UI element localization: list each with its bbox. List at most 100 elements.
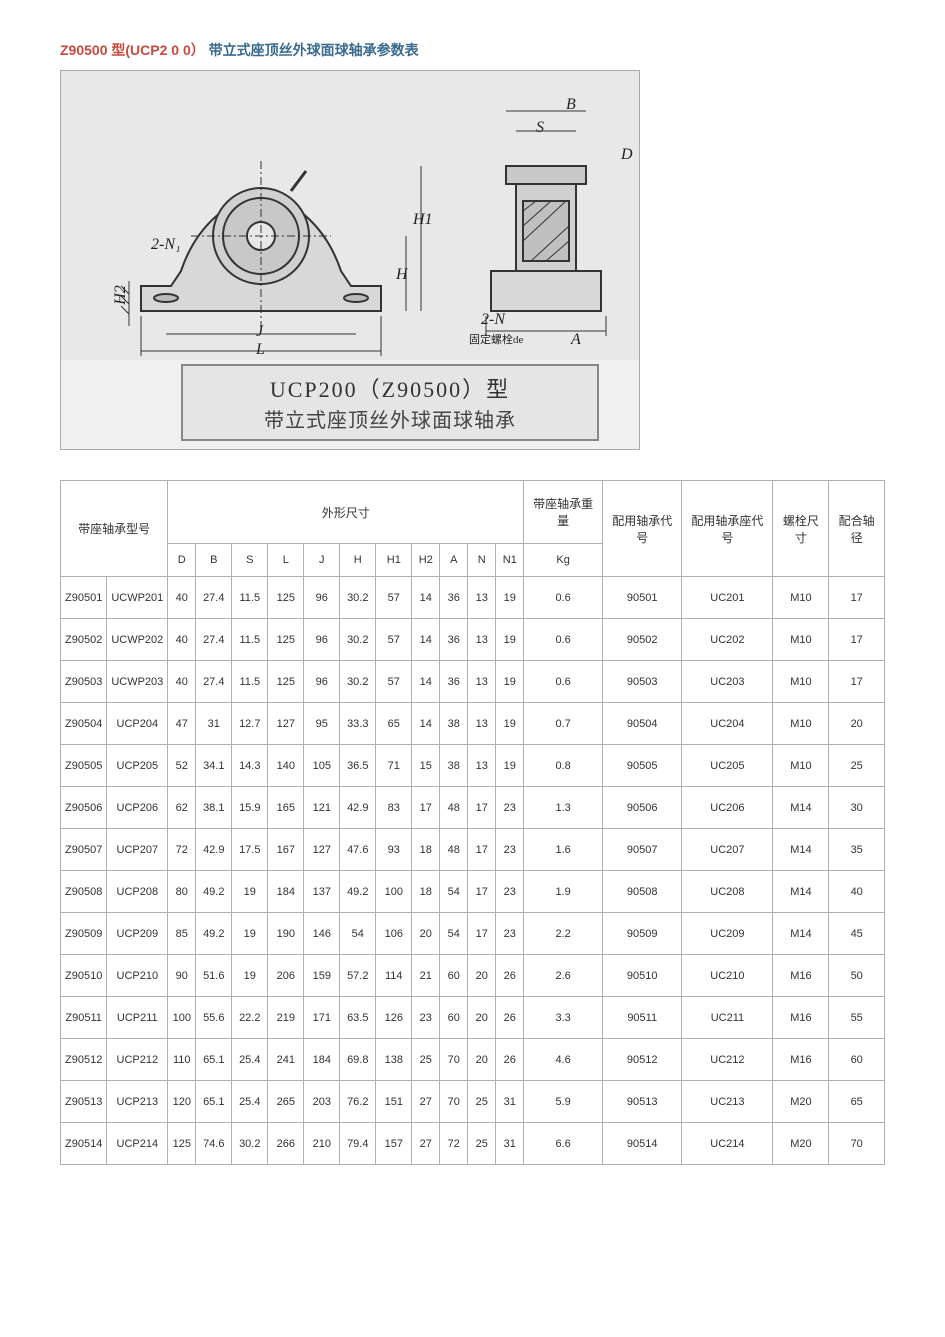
table-cell: 95 [304, 703, 340, 745]
table-cell: 15.9 [232, 787, 268, 829]
table-cell: M20 [773, 1123, 829, 1165]
table-cell: Z90510 [61, 955, 107, 997]
table-cell: 140 [268, 745, 304, 787]
table-cell: 36 [440, 577, 468, 619]
spec-table: 带座轴承型号 外形尺寸 带座轴承重量 配用轴承代号 配用轴承座代号 螺栓尺寸 配… [60, 480, 885, 1165]
table-cell: Z90514 [61, 1123, 107, 1165]
table-cell: 45 [829, 913, 885, 955]
hdr-D: D [168, 544, 196, 577]
table-cell: M10 [773, 745, 829, 787]
table-cell: UCP213 [107, 1081, 168, 1123]
table-cell: 241 [268, 1039, 304, 1081]
table-cell: 93 [376, 829, 412, 871]
table-cell: 42.9 [196, 829, 232, 871]
table-cell: 17 [468, 871, 496, 913]
table-cell: Z90505 [61, 745, 107, 787]
table-cell: 31 [196, 703, 232, 745]
table-cell: 40 [168, 577, 196, 619]
hdr-Hd: H [340, 544, 376, 577]
table-cell: 50 [829, 955, 885, 997]
table-cell: 11.5 [232, 661, 268, 703]
table-cell: 27.4 [196, 619, 232, 661]
dim-2N: 2-N [481, 311, 505, 329]
table-cell: 20 [829, 703, 885, 745]
table-cell: 184 [304, 1039, 340, 1081]
table-cell: 13 [468, 745, 496, 787]
table-cell: 30.2 [340, 661, 376, 703]
table-cell: UC203 [682, 661, 773, 703]
table-cell: 127 [304, 829, 340, 871]
table-cell: M16 [773, 955, 829, 997]
table-cell: M16 [773, 997, 829, 1039]
hdr-Kg: Kg [524, 544, 603, 577]
hdr-bearing-code: 配用轴承代号 [603, 481, 682, 577]
table-cell: 138 [376, 1039, 412, 1081]
table-cell: 25.4 [232, 1039, 268, 1081]
hdr-A: A [440, 544, 468, 577]
hdr-bolt-size: 螺栓尺寸 [773, 481, 829, 577]
hdr-weight: 带座轴承重量 [524, 481, 603, 544]
table-cell: 0.6 [524, 577, 603, 619]
hdr-shaft-dia: 配合轴径 [829, 481, 885, 577]
dim-H1: H1 [413, 211, 433, 229]
caption-line1: UCP200（Z90500）型 [203, 372, 577, 404]
dim-D: D [621, 146, 633, 164]
table-cell: 79.4 [340, 1123, 376, 1165]
table-cell: Z90512 [61, 1039, 107, 1081]
table-cell: UCP214 [107, 1123, 168, 1165]
table-cell: 90511 [603, 997, 682, 1039]
table-cell: 206 [268, 955, 304, 997]
table-cell: 90513 [603, 1081, 682, 1123]
table-cell: 72 [168, 829, 196, 871]
table-cell: 48 [440, 787, 468, 829]
table-cell: 42.9 [340, 787, 376, 829]
table-cell: UCP212 [107, 1039, 168, 1081]
table-cell: 34.1 [196, 745, 232, 787]
table-cell: UCWP203 [107, 661, 168, 703]
table-cell: 47.6 [340, 829, 376, 871]
table-cell: 54 [440, 913, 468, 955]
table-cell: 17 [468, 787, 496, 829]
table-cell: 90512 [603, 1039, 682, 1081]
table-cell: 52 [168, 745, 196, 787]
table-cell: 146 [304, 913, 340, 955]
table-cell: UC214 [682, 1123, 773, 1165]
table-cell: UCP205 [107, 745, 168, 787]
table-cell: 18 [412, 871, 440, 913]
table-cell: 36 [440, 661, 468, 703]
table-cell: UC207 [682, 829, 773, 871]
table-cell: 27.4 [196, 661, 232, 703]
table-cell: 17 [829, 661, 885, 703]
table-cell: UCWP202 [107, 619, 168, 661]
table-cell: 184 [268, 871, 304, 913]
table-cell: 90504 [603, 703, 682, 745]
table-row: Z90510UCP2109051.61920615957.21142160202… [61, 955, 885, 997]
table-cell: 30.2 [340, 577, 376, 619]
table-cell: 65.1 [196, 1039, 232, 1081]
table-cell: 6.6 [524, 1123, 603, 1165]
table-cell: 13 [468, 619, 496, 661]
table-cell: M10 [773, 661, 829, 703]
table-cell: Z90503 [61, 661, 107, 703]
table-cell: 25 [829, 745, 885, 787]
table-cell: Z90508 [61, 871, 107, 913]
table-cell: 19 [232, 871, 268, 913]
table-cell: UCP209 [107, 913, 168, 955]
table-cell: 5.9 [524, 1081, 603, 1123]
table-cell: UC209 [682, 913, 773, 955]
table-row: Z90512UCP21211065.125.424118469.81382570… [61, 1039, 885, 1081]
table-row: Z90511UCP21110055.622.221917163.51262360… [61, 997, 885, 1039]
table-cell: 22.2 [232, 997, 268, 1039]
hdr-J: J [304, 544, 340, 577]
dim-L: L [256, 341, 265, 359]
table-cell: UCP204 [107, 703, 168, 745]
table-cell: Z90502 [61, 619, 107, 661]
table-cell: 2.6 [524, 955, 603, 997]
table-cell: UCP206 [107, 787, 168, 829]
table-cell: 125 [168, 1123, 196, 1165]
table-cell: 57 [376, 577, 412, 619]
table-cell: 30.2 [232, 1123, 268, 1165]
table-cell: 105 [304, 745, 340, 787]
table-cell: M14 [773, 871, 829, 913]
table-cell: UC208 [682, 871, 773, 913]
